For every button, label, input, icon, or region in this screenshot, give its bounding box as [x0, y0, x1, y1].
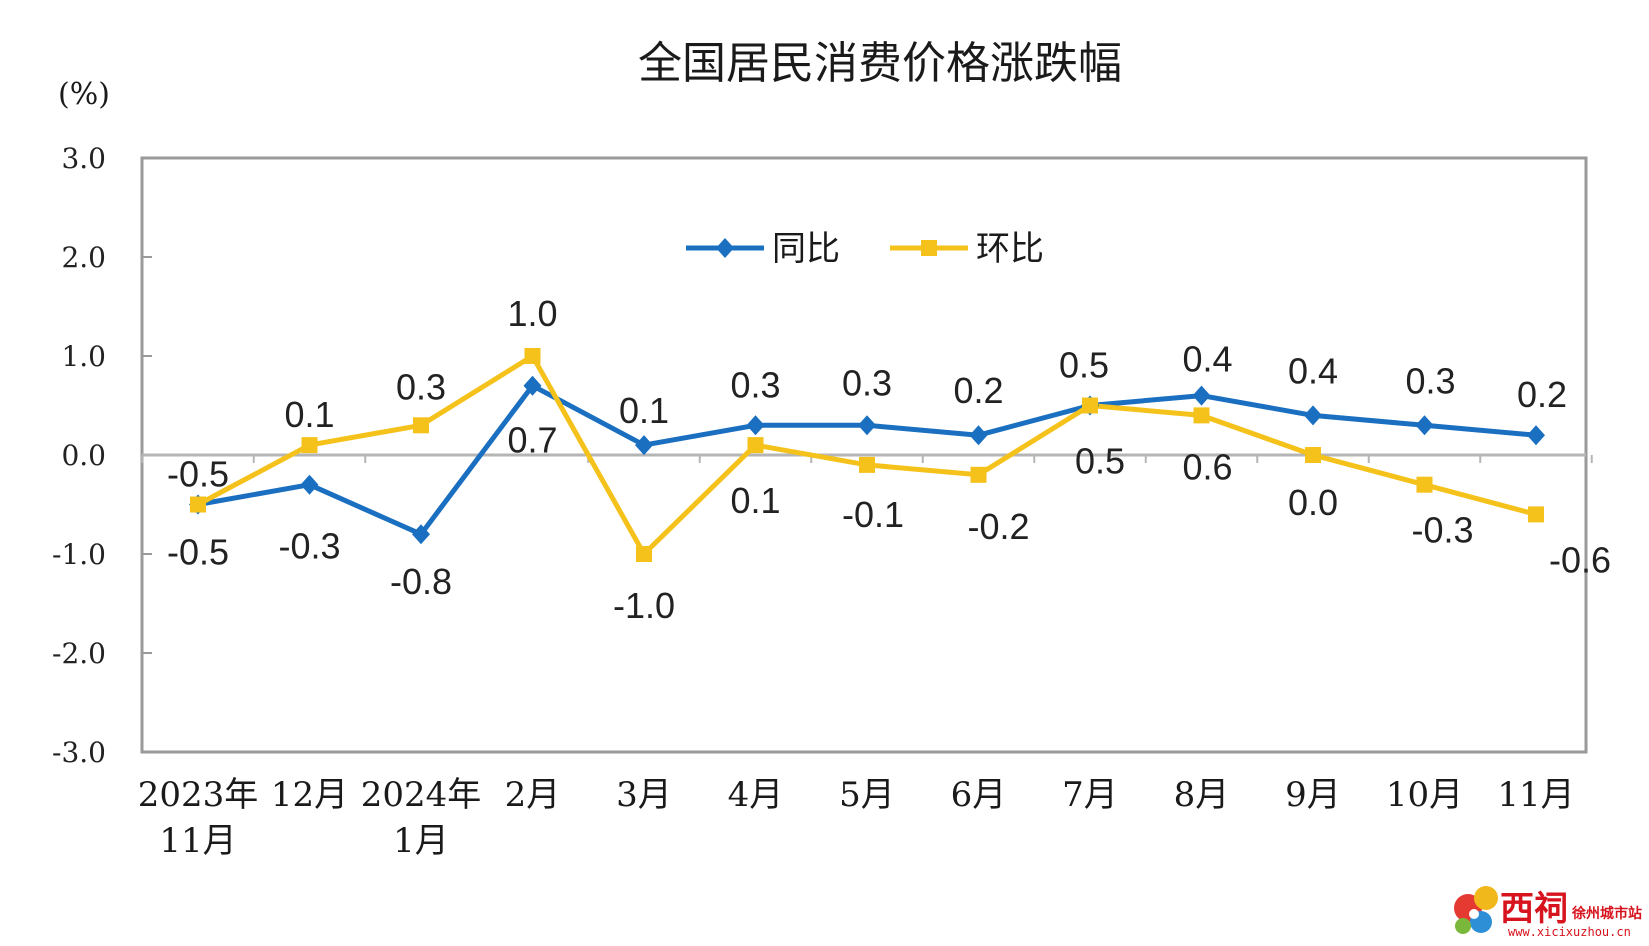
- x-tick-label: 11月: [1497, 775, 1574, 815]
- data-label: -0.2: [967, 506, 1029, 547]
- data-labels: -0.5 -0.3 -0.8 0.7 0.1 0.3 0.3 0.2 0.5 0.6 0.4 0.3 0…: [167, 293, 1611, 626]
- watermark-name: 西祠: [1500, 889, 1568, 929]
- data-label: -0.3: [278, 526, 340, 567]
- data-label: -0.8: [390, 561, 452, 602]
- series-point: [301, 437, 318, 454]
- legend-label: 同比: [772, 229, 840, 269]
- series-point: [1528, 506, 1544, 523]
- x-tick-label: 1月: [393, 821, 449, 861]
- series-point: [636, 546, 652, 562]
- series-point: [859, 456, 875, 473]
- watermark-url: www.xicixuzhou.cn: [1508, 925, 1631, 939]
- y-tick-label: -2.0: [52, 637, 106, 670]
- watermark-logo: 西祠 徐州城市站 www.xicixuzhou.cn: [1454, 886, 1642, 939]
- x-tick-label: 2023年: [138, 775, 259, 815]
- series-point: [1415, 415, 1434, 436]
- y-tick-label: -3.0: [52, 736, 106, 769]
- x-tick-label: 3月: [616, 775, 672, 815]
- data-label: -0.6: [1549, 539, 1611, 580]
- data-label: 0.4: [1288, 350, 1338, 391]
- data-label: -1.0: [613, 585, 675, 626]
- series-point: [524, 348, 541, 364]
- x-tick-label: 2024年: [361, 775, 482, 815]
- series-point: [190, 496, 206, 513]
- watermark-subtitle: 徐州城市站: [1571, 905, 1642, 922]
- series-point: [970, 466, 987, 483]
- series-point: [747, 437, 764, 454]
- x-tick-label: 7月: [1062, 775, 1118, 815]
- x-tick-label: 4月: [728, 775, 784, 815]
- x-axis: 2023年 11月 12月 2024年 1月 2月 3月 4月 5月 6月 7月 8月 9月 10月 11月: [138, 455, 1593, 861]
- series-point: [1193, 407, 1210, 424]
- y-tick-label: 0.0: [61, 439, 106, 472]
- y-tick-label: 2.0: [61, 241, 106, 274]
- data-label: 0.4: [1182, 338, 1232, 379]
- data-label: 1.0: [507, 293, 557, 334]
- x-tick-label: 2月: [505, 775, 561, 815]
- data-label: 0.5: [1059, 345, 1109, 386]
- flower-logo-icon: [1454, 886, 1498, 934]
- legend-marker: [716, 238, 734, 258]
- series-point: [523, 375, 542, 396]
- legend: 同比 环比: [686, 229, 1044, 269]
- series-point: [1192, 385, 1211, 406]
- series-point: [1304, 405, 1322, 426]
- data-label: 0.7: [507, 420, 557, 461]
- series-point: [858, 415, 876, 436]
- data-label: -0.1: [842, 494, 904, 535]
- series-point: [413, 417, 429, 434]
- y-axis: 3.0 2.0 1.0 0.0 -1.0 -2.0 -3.0: [52, 142, 1586, 769]
- x-tick-label: 10月: [1386, 775, 1463, 815]
- y-tick-label: 3.0: [61, 142, 106, 175]
- series-group: [189, 348, 1545, 562]
- x-tick-label: 9月: [1285, 775, 1341, 815]
- legend-label: 环比: [976, 229, 1044, 269]
- data-label: 0.2: [1517, 374, 1567, 415]
- data-label: 0.1: [730, 480, 780, 521]
- series-point: [412, 524, 430, 545]
- x-tick-label: 11月: [159, 821, 236, 861]
- x-tick-label: 12月: [271, 775, 348, 815]
- data-label: 0.0: [1288, 482, 1338, 523]
- data-label: 0.5: [1075, 441, 1125, 482]
- data-label: 0.1: [619, 390, 669, 431]
- series-point: [746, 415, 765, 436]
- series-point: [300, 474, 319, 495]
- series-point: [969, 425, 988, 446]
- data-label: -0.5: [167, 454, 229, 495]
- x-tick-label: 8月: [1174, 775, 1230, 815]
- data-label: 0.3: [1405, 360, 1455, 401]
- x-tick-label: 5月: [839, 775, 895, 815]
- data-label: 0.1: [284, 394, 334, 435]
- chart-title: 全国居民消费价格涨跌幅: [638, 38, 1122, 89]
- series-point: [1527, 425, 1545, 446]
- data-label: 0.3: [396, 366, 446, 407]
- series-point: [635, 435, 653, 456]
- data-label: 0.3: [842, 362, 892, 403]
- x-tick-label: 6月: [951, 775, 1007, 815]
- series-point: [1416, 476, 1433, 493]
- series-point: [1082, 397, 1098, 414]
- y-tick-label: 1.0: [61, 340, 106, 373]
- data-label: -0.5: [167, 532, 229, 573]
- legend-marker: [921, 240, 937, 256]
- y-axis-unit: (%): [58, 77, 110, 112]
- data-label: 0.3: [730, 364, 780, 405]
- data-label: 0.2: [953, 370, 1003, 411]
- data-label: -0.3: [1411, 510, 1473, 551]
- series-point: [1305, 447, 1321, 463]
- data-label: 0.6: [1182, 447, 1232, 488]
- y-tick-label: -1.0: [52, 538, 106, 571]
